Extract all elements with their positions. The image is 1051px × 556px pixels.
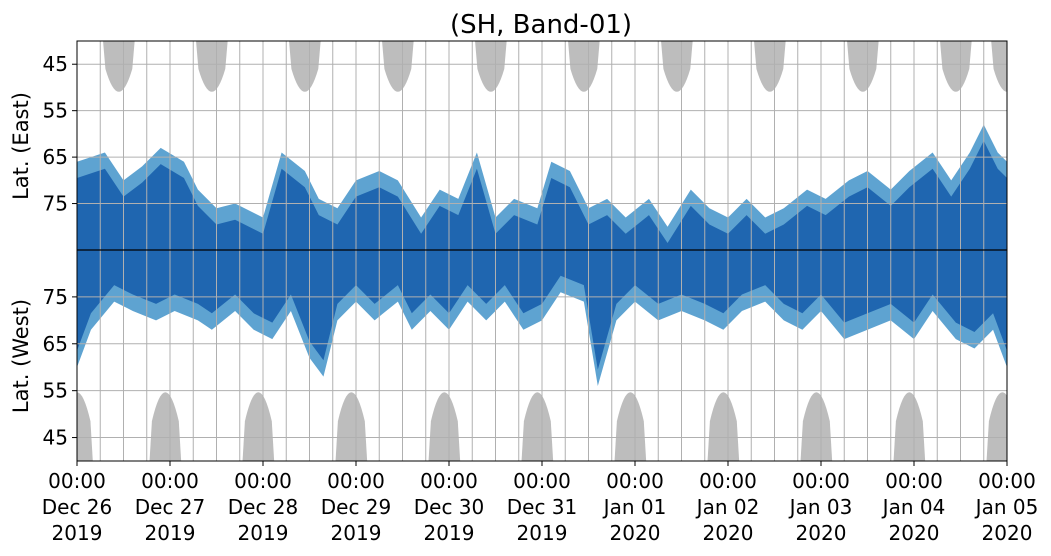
x-tick-label: 2019 <box>424 521 475 545</box>
x-tick-label: 2020 <box>610 521 661 545</box>
night-region-east <box>754 41 786 92</box>
x-tick-label: Jan 05 <box>974 495 1039 519</box>
night-region-east <box>661 41 693 92</box>
night-region-west <box>521 392 554 461</box>
night-region-west <box>893 392 926 461</box>
y-tick-label: 55 <box>43 99 68 123</box>
night-region-west <box>614 392 647 461</box>
y-ticks: 45 55 65 75 75 65 55 45 <box>43 52 77 450</box>
x-tick-label: 2019 <box>331 521 382 545</box>
x-tick-label: 2019 <box>52 521 103 545</box>
night-region-west <box>428 392 461 461</box>
x-tick-label: 00:00 <box>885 469 943 493</box>
night-region-west <box>986 392 1007 461</box>
x-tick-label: 2020 <box>796 521 847 545</box>
y-tick-label: 45 <box>43 52 68 76</box>
chart-title: (SH, Band-01) <box>450 10 632 40</box>
night-region-east <box>940 41 972 92</box>
x-tick-label: 00:00 <box>978 469 1036 493</box>
plot-content <box>77 41 1007 461</box>
night-region-west <box>149 392 182 461</box>
y-axis-label-west: Lat. (West) <box>9 299 33 413</box>
x-tick-label: 00:00 <box>699 469 757 493</box>
night-region-west <box>707 392 740 461</box>
x-tick-label: 00:00 <box>234 469 292 493</box>
x-tick-label: Dec 28 <box>228 495 299 519</box>
x-tick-label: 00:00 <box>792 469 850 493</box>
x-tick-label: 00:00 <box>420 469 478 493</box>
y-tick-label: 65 <box>43 332 68 356</box>
x-tick-label: 00:00 <box>606 469 664 493</box>
night-region-east <box>289 41 321 92</box>
x-tick-label: Dec 30 <box>414 495 485 519</box>
night-region-east <box>103 41 135 92</box>
y-tick-label: 65 <box>43 145 68 169</box>
y-tick-label: 75 <box>43 192 68 216</box>
x-tick-label: 2020 <box>703 521 754 545</box>
night-region-west <box>335 392 368 461</box>
y-tick-label: 75 <box>43 285 68 309</box>
x-tick-label: 00:00 <box>48 469 106 493</box>
y-tick-label: 45 <box>43 426 68 450</box>
night-region-east <box>847 41 879 92</box>
x-tick-label: 2020 <box>889 521 940 545</box>
x-tick-label: Jan 04 <box>881 495 946 519</box>
x-tick-label: 00:00 <box>141 469 199 493</box>
night-region-east <box>196 41 228 92</box>
y-axis-label-east: Lat. (East) <box>9 92 33 200</box>
x-tick-label: 2020 <box>982 521 1033 545</box>
x-tick-label: Jan 03 <box>788 495 853 519</box>
plot-area <box>76 40 1008 462</box>
night-region-east <box>475 41 507 92</box>
night-region-west <box>242 392 275 461</box>
x-tick-label: Dec 29 <box>321 495 392 519</box>
x-tick-label: 00:00 <box>327 469 385 493</box>
night-region-east <box>568 41 600 92</box>
y-tick-label: 55 <box>43 379 68 403</box>
x-tick-label: 2019 <box>517 521 568 545</box>
night-region-east <box>382 41 414 92</box>
x-tick-label: 00:00 <box>513 469 571 493</box>
night-region-west <box>77 392 93 461</box>
x-tick-label: Dec 27 <box>135 495 206 519</box>
night-region-west <box>800 392 833 461</box>
x-tick-label: 2019 <box>238 521 289 545</box>
x-tick-label: Jan 02 <box>695 495 760 519</box>
night-region-east <box>991 41 1007 92</box>
x-tick-label: 2019 <box>145 521 196 545</box>
x-tick-label: Jan 01 <box>602 495 667 519</box>
x-tick-label: Dec 31 <box>507 495 578 519</box>
x-tick-label: Dec 26 <box>42 495 113 519</box>
